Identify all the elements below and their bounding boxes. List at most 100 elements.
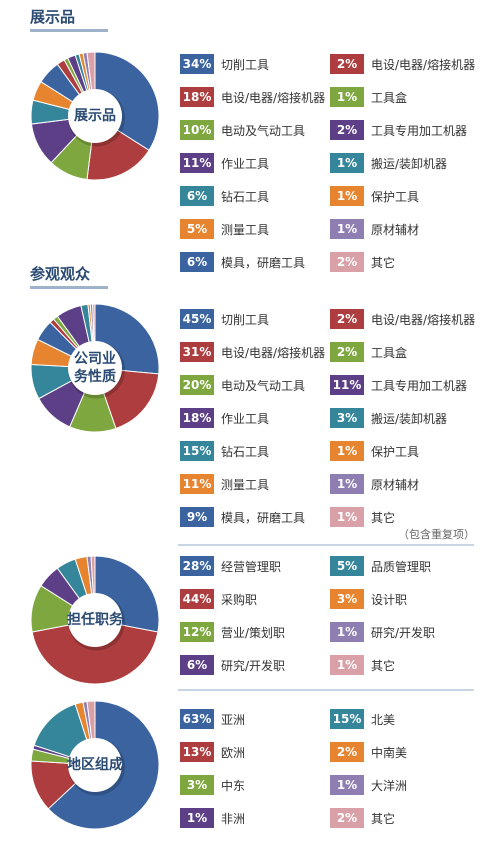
- legend-item: 3% 搬运/装卸机器: [330, 407, 447, 429]
- legend-label: 其它: [371, 658, 396, 673]
- legend-item: 1% 大洋洲: [330, 774, 407, 796]
- donut-svg: [30, 700, 160, 830]
- legend-item: 2% 中南美: [330, 741, 407, 763]
- legend-label: 原材辅材: [371, 222, 420, 237]
- legend-item: 5% 品质管理职: [330, 555, 431, 577]
- legend-item: 1% 保护工具: [330, 185, 419, 207]
- legend-item: 1% 非洲: [180, 807, 245, 829]
- legend-item: 6% 研究/开发职: [180, 654, 285, 676]
- legend-item: 45% 切削工具: [180, 308, 269, 330]
- legend-percent-badge: 1%: [330, 219, 364, 239]
- donut-hole: [68, 89, 122, 143]
- legend-percent-badge: 1%: [330, 622, 364, 642]
- legend-label: 作业工具: [221, 411, 270, 426]
- legend-percent-badge: 1%: [330, 655, 364, 675]
- legend-percent-badge: 2%: [330, 742, 364, 762]
- legend-percent-badge: 3%: [330, 408, 364, 428]
- legend-percent-badge: 2%: [330, 808, 364, 828]
- section-divider: [178, 544, 474, 546]
- legend-percent-badge: 31%: [180, 342, 214, 362]
- legend-item: 1% 工具盒: [330, 86, 407, 108]
- legend-item: 10% 电动及气动工具: [180, 119, 305, 141]
- legend-item: 13% 欧洲: [180, 741, 245, 763]
- legend-item: 1% 研究/开发职: [330, 621, 435, 643]
- legend-percent-badge: 2%: [330, 309, 364, 329]
- legend-item: 11% 测量工具: [180, 473, 269, 495]
- legend-item: 15% 钻石工具: [180, 440, 269, 462]
- legend-label: 电动及气动工具: [221, 378, 306, 393]
- legend-item: 6% 模具，研磨工具: [180, 251, 305, 273]
- legend-item: 2% 其它: [330, 251, 395, 273]
- legend-percent-badge: 3%: [180, 775, 214, 795]
- legend-item: 12% 营业/策划职: [180, 621, 285, 643]
- legend-percent-badge: 44%: [180, 589, 214, 609]
- legend-percent-badge: 45%: [180, 309, 214, 329]
- donut-svg: [30, 303, 160, 433]
- legend-item: 44% 采购职: [180, 588, 257, 610]
- legend-percent-badge: 5%: [330, 556, 364, 576]
- legend-item: 2% 电设/电器/熔接机器: [330, 308, 475, 330]
- legend-percent-badge: 11%: [330, 375, 364, 395]
- legend-percent-badge: 13%: [180, 742, 214, 762]
- legend-percent-badge: 2%: [330, 342, 364, 362]
- legend-item: 3% 中东: [180, 774, 245, 796]
- legend-label: 设计职: [371, 592, 408, 607]
- legend-item: 18% 电设/电器/熔接机器: [180, 86, 325, 108]
- donut-svg: [30, 51, 160, 181]
- legend-label: 经营管理职: [221, 559, 282, 574]
- legend-item: 2% 其它: [330, 807, 395, 829]
- legend-label: 工具盒: [371, 90, 408, 105]
- legend-percent-badge: 34%: [180, 54, 214, 74]
- legend-item: 1% 其它: [330, 654, 395, 676]
- legend-label: 研究/开发职: [221, 658, 286, 673]
- legend-item: 63% 亚洲: [180, 708, 245, 730]
- legend-percent-badge: 28%: [180, 556, 214, 576]
- legend-item: 1% 原材辅材: [330, 473, 419, 495]
- donut-hole: [68, 738, 122, 792]
- legend-item: 31% 电设/电器/熔接机器: [180, 341, 325, 363]
- legend-percent-badge: 2%: [330, 120, 364, 140]
- legend-percent-badge: 3%: [330, 589, 364, 609]
- legend-item: 2% 工具专用加工机器: [330, 119, 467, 141]
- legend-percent-badge: 6%: [180, 186, 214, 206]
- donut-center-label: 地区组成: [67, 757, 123, 773]
- legend-item: 6% 钻石工具: [180, 185, 269, 207]
- legend-label: 工具专用加工机器: [371, 123, 468, 138]
- legend-percent-badge: 18%: [180, 408, 214, 428]
- legend-label: 保护工具: [371, 444, 420, 459]
- legend-label: 其它: [371, 255, 396, 270]
- legend-item: 1% 原材辅材: [330, 218, 419, 240]
- legend-label: 电设/电器/熔接机器: [221, 345, 326, 360]
- legend-label: 作业工具: [221, 156, 270, 171]
- legend-label: 大洋洲: [371, 778, 408, 793]
- legend-percent-badge: 1%: [330, 474, 364, 494]
- legend-item: 9% 模具，研磨工具: [180, 506, 305, 528]
- legend-percent-badge: 15%: [330, 709, 364, 729]
- donut-hole: [68, 341, 122, 395]
- legend-item: 1% 搬运/装卸机器: [330, 152, 447, 174]
- legend-label: 电设/电器/熔接机器: [221, 90, 326, 105]
- legend-label: 研究/开发职: [371, 625, 436, 640]
- legend-percent-badge: 20%: [180, 375, 214, 395]
- legend-item: 1% 保护工具: [330, 440, 419, 462]
- legend-label: 其它: [371, 510, 396, 525]
- legend-label: 北美: [371, 712, 396, 727]
- legend-label: 钻石工具: [221, 444, 270, 459]
- legend-percent-badge: 11%: [180, 474, 214, 494]
- legend-item: 2% 工具盒: [330, 341, 407, 363]
- donut-center-label: 担任职务: [67, 612, 123, 628]
- legend-item: 15% 北美: [330, 708, 395, 730]
- legend-item: 1% 其它: [330, 506, 395, 528]
- legend-percent-badge: 1%: [330, 153, 364, 173]
- legend-item: 5% 测量工具: [180, 218, 269, 240]
- legend-percent-badge: 6%: [180, 655, 214, 675]
- legend-label: 非洲: [221, 811, 246, 826]
- legend-percent-badge: 1%: [330, 507, 364, 527]
- legend-percent-badge: 1%: [330, 186, 364, 206]
- legend-percent-badge: 2%: [330, 252, 364, 272]
- legend-label: 搬运/装卸机器: [371, 411, 448, 426]
- legend-label: 钻石工具: [221, 189, 270, 204]
- legend-item: 11% 作业工具: [180, 152, 269, 174]
- legend-label: 工具盒: [371, 345, 408, 360]
- legend-percent-badge: 63%: [180, 709, 214, 729]
